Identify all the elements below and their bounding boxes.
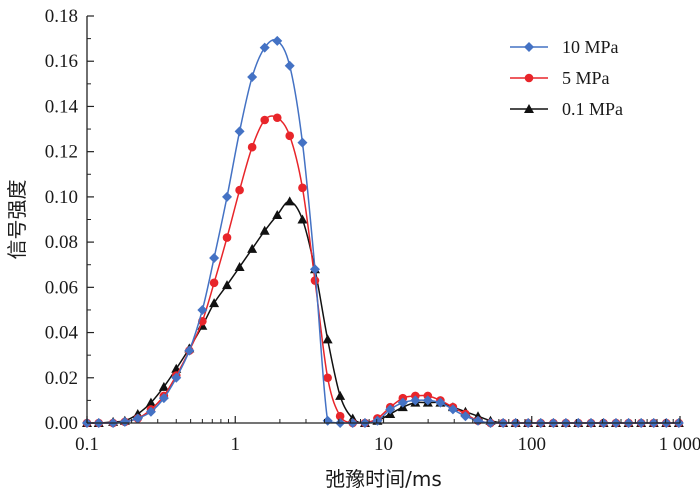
data-point xyxy=(247,142,257,152)
legend-marker xyxy=(524,104,534,113)
data-point xyxy=(335,411,345,421)
data-point xyxy=(260,115,270,125)
data-point xyxy=(322,334,333,344)
series-layer xyxy=(82,35,684,428)
x-tick-label: 1 000 xyxy=(659,434,700,455)
data-point xyxy=(259,42,270,53)
series-0-1-mpa xyxy=(82,196,684,427)
legend-marker xyxy=(524,73,534,83)
data-point xyxy=(158,381,169,391)
data-point xyxy=(323,373,332,383)
data-point xyxy=(234,126,245,137)
data-point xyxy=(222,191,233,202)
data-point xyxy=(410,395,421,406)
data-point xyxy=(272,113,282,123)
data-point xyxy=(171,372,182,383)
data-point xyxy=(460,411,471,422)
data-point xyxy=(184,345,195,356)
legend-label: 5 MPa xyxy=(562,68,610,88)
legend-label: 10 MPa xyxy=(562,37,619,57)
data-point xyxy=(335,390,346,400)
y-tick-label: 0.14 xyxy=(45,96,79,117)
series-line xyxy=(87,200,679,424)
data-point xyxy=(447,404,458,415)
data-point xyxy=(222,280,233,290)
data-point xyxy=(297,214,308,224)
data-point xyxy=(298,183,307,193)
y-tick-label: 0.16 xyxy=(45,51,78,72)
y-tick-label: 0.08 xyxy=(45,232,78,253)
data-point xyxy=(297,137,308,148)
y-tick-label: 0.06 xyxy=(45,277,78,298)
x-tick-label: 0.1 xyxy=(75,434,99,455)
y-tick-label: 0.12 xyxy=(45,142,78,163)
legend-label: 0.1 MPa xyxy=(562,99,623,119)
data-point xyxy=(284,196,295,206)
x-tick-label: 10 xyxy=(374,434,393,455)
data-point xyxy=(197,304,208,315)
x-axis-ticks: 0.1 1 10 100 1 000 xyxy=(75,416,700,455)
data-point xyxy=(158,393,169,404)
y-tick-label: 0.04 xyxy=(45,323,79,344)
data-point xyxy=(132,413,143,424)
y-axis-title: 信号强度 xyxy=(5,180,29,260)
data-point xyxy=(272,35,283,46)
data-point xyxy=(209,252,220,263)
data-point xyxy=(119,416,130,427)
series-5-mpa xyxy=(82,113,684,428)
data-point xyxy=(145,406,156,417)
data-point xyxy=(234,261,245,271)
data-point xyxy=(247,72,258,83)
data-point xyxy=(284,60,295,71)
data-point xyxy=(397,397,408,408)
y-axis-ticks: 0.00 0.02 0.04 0.06 0.08 0.10 0.12 0.14 0.16 0.18 xyxy=(45,6,94,434)
y-tick-label: 0.02 xyxy=(45,368,78,389)
data-point xyxy=(310,276,320,285)
data-point xyxy=(272,209,283,219)
y-tick-label: 0.00 xyxy=(45,413,78,434)
x-tick-label: 1 xyxy=(231,434,241,455)
legend: 10 MPa 5 MPa 0.1 MPa xyxy=(510,37,623,119)
data-point xyxy=(422,395,433,406)
data-point xyxy=(285,131,295,141)
y-tick-label: 0.10 xyxy=(45,187,78,208)
data-point xyxy=(309,264,320,275)
x-axis-title: 弛豫时间/ms xyxy=(325,467,442,491)
data-point xyxy=(247,243,258,253)
series-10-mpa xyxy=(82,35,684,428)
data-point xyxy=(209,298,220,308)
legend-marker xyxy=(524,42,534,52)
data-point xyxy=(145,397,156,407)
x-tick-label: 100 xyxy=(518,434,547,455)
data-point xyxy=(222,233,232,242)
data-point xyxy=(235,185,244,195)
y-tick-label: 0.18 xyxy=(45,6,78,27)
data-point xyxy=(259,225,270,235)
data-point xyxy=(385,404,396,415)
data-point xyxy=(209,278,219,288)
data-point xyxy=(435,397,446,408)
